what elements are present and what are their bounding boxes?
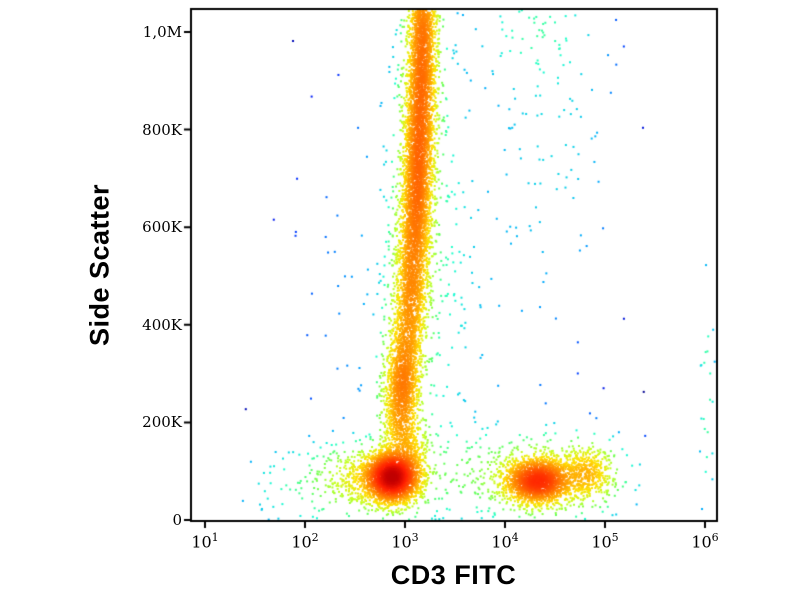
x-tick-label: 103 [391, 531, 419, 552]
x-axis-label: CD3 FITC [390, 560, 517, 590]
x-tick-label: 102 [291, 531, 319, 552]
y-tick-label: 600K [142, 218, 182, 237]
x-tick-label: 105 [591, 531, 619, 552]
y-tick-label: 400K [142, 315, 182, 334]
x-tick-label: 106 [691, 531, 719, 552]
y-tick-label: 0 [172, 511, 182, 529]
x-tick-label: 101 [191, 531, 219, 552]
y-axis-label: Side Scatter [84, 183, 115, 347]
y-tick-label: 200K [142, 413, 182, 432]
y-tick-label: 800K [142, 120, 182, 139]
x-tick-label: 104 [491, 531, 519, 552]
y-tick-label: 1,0M [142, 23, 182, 41]
